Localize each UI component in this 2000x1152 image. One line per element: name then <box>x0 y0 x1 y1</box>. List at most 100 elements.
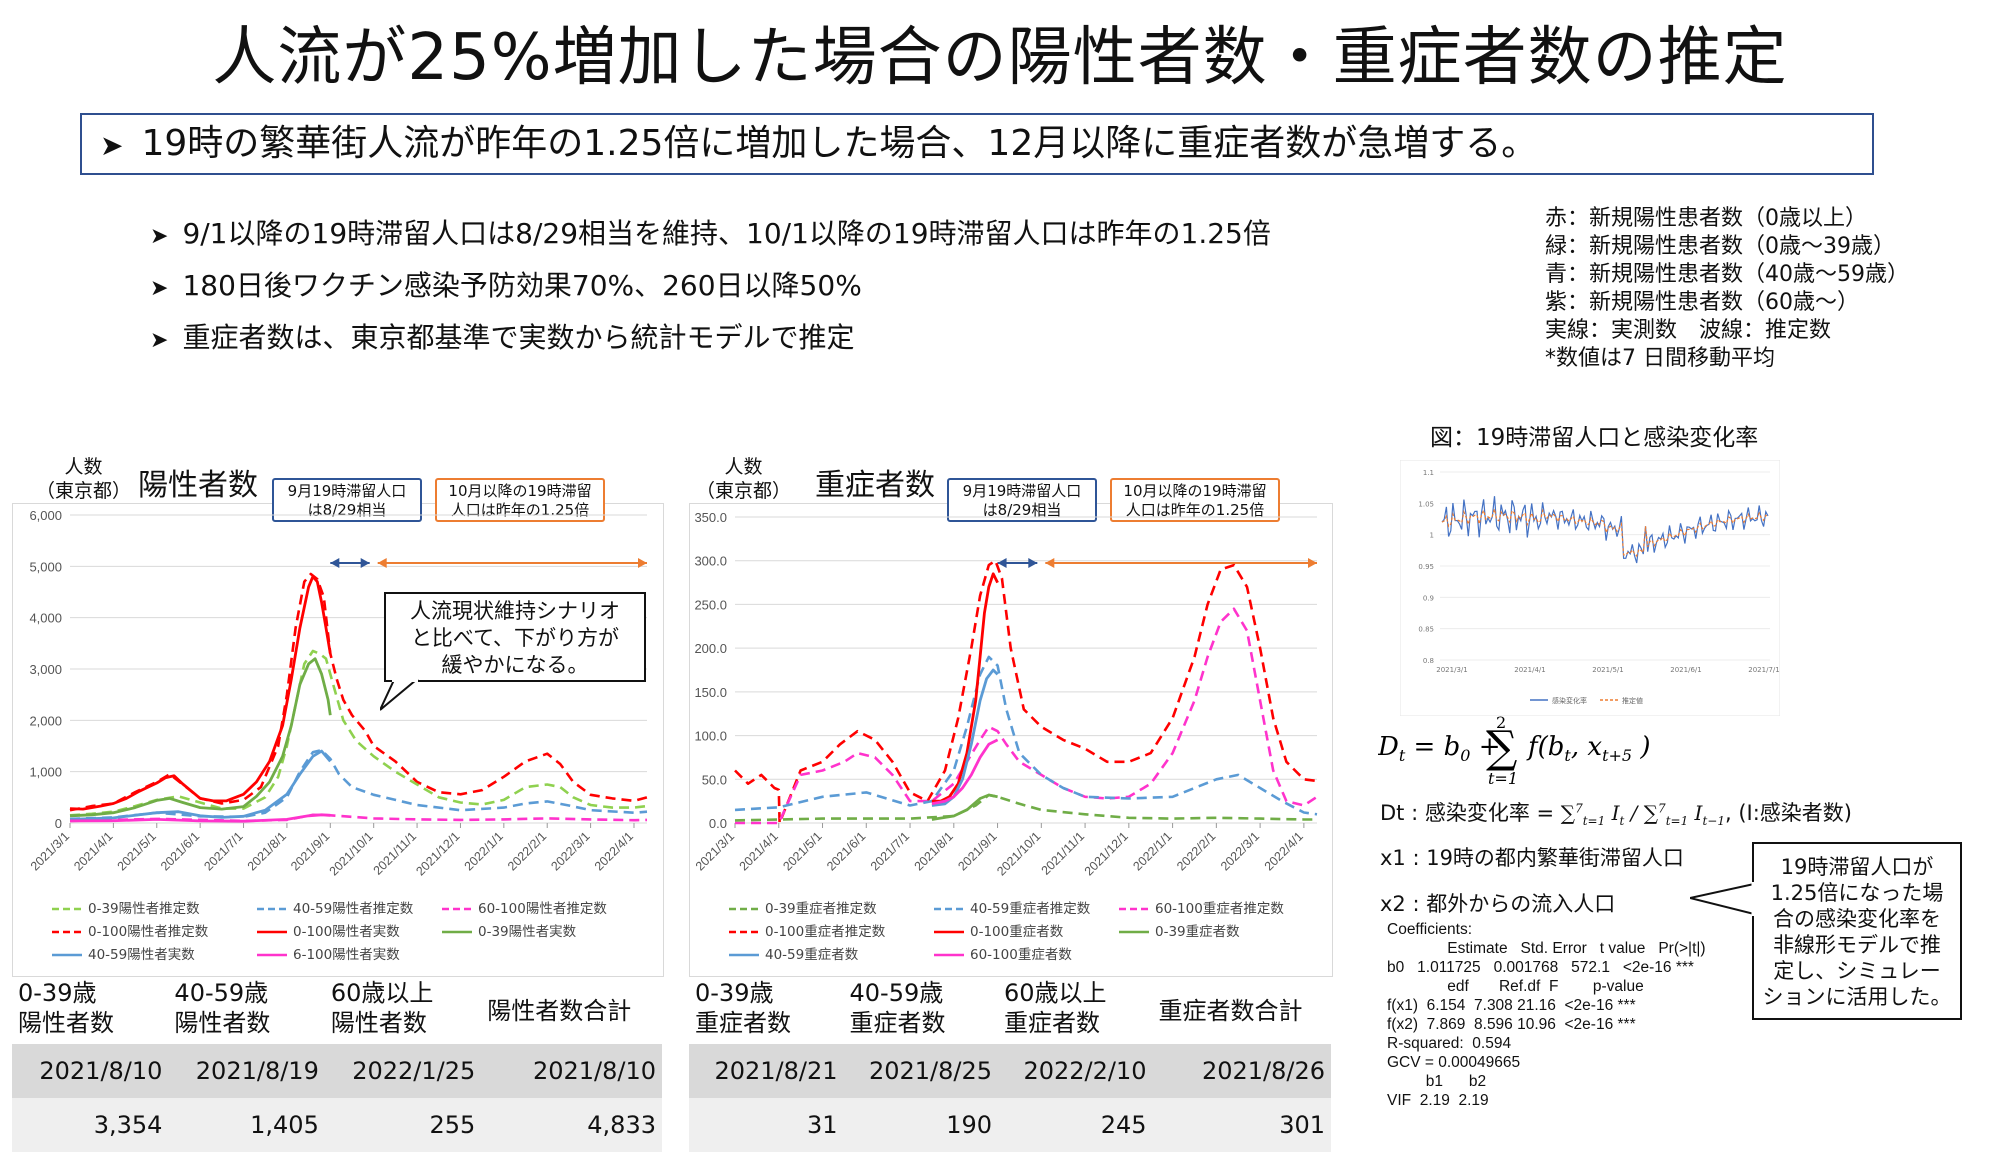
table-cell: 31 <box>689 1098 844 1152</box>
svg-text:f(bt, xt+5 ): f(bt, xt+5 ) <box>1526 732 1651 765</box>
right-summary-table: 0-39歳 重症者数 40-59歳 重症者数 60歳以上 重症者数 重症者数合計… <box>689 978 1331 1152</box>
x-tick-label: 2021/8/1 <box>912 829 956 873</box>
small-y-tick-label: 1.1 <box>1423 469 1434 477</box>
bullet-text: 9/1以降の19時滞留人口は8/29相当を維持、10/1以降の19時滞留人口は昨… <box>182 217 1271 250</box>
sept-arrow-head <box>1028 558 1038 568</box>
legend-label: 60-100陽性者推定数 <box>478 901 607 917</box>
small-y-tick-label: 0.9 <box>1423 594 1434 602</box>
legend-note-line: 緑：新規陽性患者数（0歳〜39歳） <box>1545 234 1895 259</box>
y-tick-label: 3,000 <box>29 662 62 677</box>
right-chart-title: 重症者数 <box>815 468 935 503</box>
small-series-estimate <box>1441 508 1769 558</box>
table-cell: 255 <box>324 1098 482 1152</box>
svg-text:∑: ∑ <box>1486 722 1517 773</box>
table-cell: 2021/8/26 <box>1152 1044 1331 1098</box>
left-chart-title: 陽性者数 <box>138 468 258 503</box>
small-y-tick-label: 0.85 <box>1418 626 1434 634</box>
legend-label: 60-100重症者推定数 <box>1155 901 1284 917</box>
table-header: 重症者数合計 <box>1152 978 1331 1044</box>
series-line <box>69 749 332 821</box>
y-tick-label: 5,000 <box>29 559 62 574</box>
x-tick-label: 2022/1/1 <box>462 829 506 873</box>
table-header: 40-59歳 重症者数 <box>843 978 998 1044</box>
dt-def-text: Dt : 感染変化率 = <box>1380 801 1561 825</box>
arrow-bullet-icon: ➤ <box>150 224 169 249</box>
x-tick-label: 2021/11/1 <box>1039 829 1088 878</box>
right-chart-ylabel: 人数 （東京都） <box>696 456 792 502</box>
y-tick-label: 4,000 <box>29 611 62 626</box>
table-header: 60歳以上 重症者数 <box>998 978 1153 1044</box>
x-tick-label: 2021/9/1 <box>955 829 999 873</box>
legend-note-line: 実線：実測数 波線：推定数 <box>1545 318 1832 343</box>
legend-note-line: 赤：新規陽性患者数（0歳以上） <box>1545 206 1867 231</box>
note-pointer-icon <box>1690 882 1757 916</box>
series-line <box>69 572 648 812</box>
left-summary-table: 0-39歳 陽性者数 40-59歳 陽性者数 60歳以上 陽性者数 陽性者数合計… <box>12 978 662 1152</box>
series-line <box>931 572 999 803</box>
series-line <box>69 649 648 817</box>
right-callout-oct: 10月以降の19時滞留 人口は昨年の1.25倍 <box>1110 478 1280 522</box>
y-tick-label: 0.0 <box>709 816 727 831</box>
model-small-chart: 0.8 0.85 0.9 0.95 1 1.05 1.1 2021/3/1 2021/4/1 20… <box>1400 460 1780 716</box>
y-tick-label: 200.0 <box>694 641 727 656</box>
legend-label: 0-39陽性者推定数 <box>88 901 200 917</box>
y-tick-label: 350.0 <box>694 510 727 525</box>
series-line <box>69 575 332 811</box>
table-cell: 2021/8/25 <box>843 1044 998 1098</box>
legend-label: 40-59陽性者実数 <box>88 947 195 963</box>
legend-label: 0-100陽性者実数 <box>293 924 400 940</box>
formula-svg: Dt = b0 + 2 ∑ t=1 f(bt, xt+5 ) <box>1377 713 1651 788</box>
y-tick-label: 2,000 <box>29 713 62 728</box>
x-tick-label: 2021/10/1 <box>994 829 1043 878</box>
annotation-pointer-icon <box>380 678 419 711</box>
table-cell: 2021/8/10 <box>481 1044 662 1098</box>
page-title: 人流が25%増加した場合の陽性者数・重症者数の推定 <box>212 21 1788 95</box>
sept-arrow-head <box>330 558 340 568</box>
legend-note-line: 紫：新規陽性患者数（60歳〜） <box>1545 290 1859 315</box>
color-legend-note: 赤：新規陽性患者数（0歳以上） 緑：新規陽性患者数（0歳〜39歳） 青：新規陽性… <box>1545 205 1909 373</box>
left-chart-panel <box>12 503 664 977</box>
arrow-bullet-icon: ➤ <box>150 276 169 301</box>
oct-arrow-head <box>638 558 647 568</box>
series-line <box>734 655 1318 816</box>
summary-text: 19時の繁華街人流が昨年の1.25倍に増加した場合、12月以降に重症者数が急増す… <box>141 123 1538 164</box>
y-tick-label: 50.0 <box>702 772 727 787</box>
sept-arrow-head <box>360 558 370 568</box>
legend-label: 0-100陽性者推定数 <box>88 924 209 940</box>
x-tick-label: 2022/1/1 <box>1130 829 1174 873</box>
summary-box: ➤ 19時の繁華街人流が昨年の1.25倍に増加した場合、12月以降に重症者数が急増… <box>80 113 1874 175</box>
table-header: 0-39歳 陽性者数 <box>12 978 169 1044</box>
table-cell: 4,833 <box>481 1098 662 1152</box>
x2-definition: x2 : 都外からの流入人口 <box>1380 892 1616 916</box>
legend-label: 0-39重症者数 <box>1155 924 1240 940</box>
oct-arrow-head <box>377 558 387 568</box>
series-line <box>931 793 998 821</box>
small-x-tick-label: 2021/4/1 <box>1514 666 1545 674</box>
y-tick-label: 100.0 <box>694 729 727 744</box>
svg-text:Dt = b0 +: Dt = b0 + <box>1378 732 1501 765</box>
y-tick-label: 1,000 <box>29 765 62 780</box>
small-y-tick-label: 1 <box>1430 532 1434 540</box>
small-y-tick-label: 0.8 <box>1423 657 1434 665</box>
x-tick-label: 2021/12/1 <box>413 829 462 878</box>
svg-text:t=1: t=1 <box>1488 769 1518 788</box>
arrow-bullet-icon: ➤ <box>150 328 169 353</box>
x-tick-label: 2021/5/1 <box>115 829 159 873</box>
x-tick-label: 2021/6/1 <box>158 829 202 873</box>
right-callout-sept: 9月19時滞留人口 は8/29相当 <box>947 478 1097 522</box>
x-tick-label: 2021/11/1 <box>371 829 420 878</box>
table-header: 陽性者数合計 <box>481 978 662 1044</box>
left-chart-ylabel: 人数 （東京都） <box>36 456 132 502</box>
svg-text:2: 2 <box>1496 713 1506 732</box>
x-tick-label: 2021/9/1 <box>288 829 332 873</box>
x-tick-label: 2022/2/1 <box>505 829 549 873</box>
series-line <box>734 559 1318 825</box>
table-header: 60歳以上 陽性者数 <box>324 978 482 1044</box>
y-tick-label: 250.0 <box>694 597 727 612</box>
table-cell: 1,405 <box>168 1098 325 1152</box>
table-cell: 2021/8/21 <box>689 1044 844 1098</box>
legend-label: 0-100重症者数 <box>970 924 1064 940</box>
series-line <box>69 813 331 823</box>
table-header: 40-59歳 陽性者数 <box>168 978 325 1044</box>
